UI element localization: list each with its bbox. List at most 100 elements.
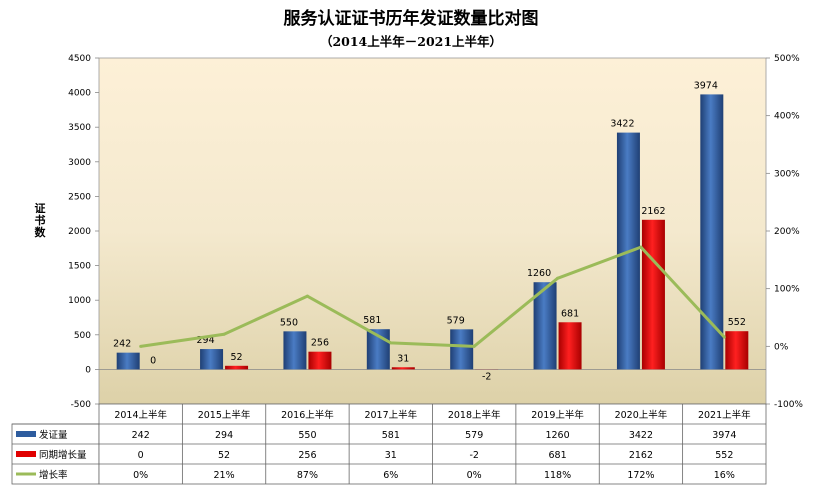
issued-bar bbox=[200, 349, 224, 370]
growth-data-label: 0 bbox=[150, 355, 156, 366]
x-tick-label: 2021上半年 bbox=[698, 409, 751, 421]
y-axis-label-char: 证 bbox=[35, 202, 46, 215]
growth-line-layer bbox=[139, 245, 726, 348]
x-tick-label: 2016上半年 bbox=[281, 409, 334, 421]
y2-tick-label: 100% bbox=[774, 285, 800, 295]
table-cell: 550 bbox=[298, 430, 316, 441]
y-tick-label: 500 bbox=[74, 331, 91, 341]
y-tick-label: 1000 bbox=[68, 296, 91, 306]
issued-bar bbox=[450, 329, 474, 370]
y2-tick-label: 500% bbox=[774, 54, 800, 64]
growth-data-label: 256 bbox=[311, 338, 329, 349]
table-cell: 172% bbox=[627, 470, 654, 481]
table-cell: 552 bbox=[715, 450, 733, 461]
issued-data-label: 3422 bbox=[610, 119, 634, 130]
growth-rate-point bbox=[556, 276, 560, 280]
y2-tick-label: 300% bbox=[774, 169, 800, 179]
growth-rate-point bbox=[305, 294, 309, 298]
growth-data-label: -2 bbox=[482, 372, 491, 383]
issued-data-label: 242 bbox=[113, 339, 131, 350]
y2-tick-label: 400% bbox=[774, 112, 800, 122]
legend-key bbox=[16, 431, 36, 437]
growth-data-label: 31 bbox=[397, 353, 409, 364]
table-cell: 0% bbox=[467, 470, 482, 481]
growth-data-label: 52 bbox=[231, 352, 243, 363]
growth-bar bbox=[641, 219, 665, 370]
issued-data-label: 581 bbox=[363, 315, 381, 326]
y2-axis: -100% 0% 100% 200% 300% 400% 500% bbox=[766, 54, 803, 410]
table-cell: 256 bbox=[298, 450, 316, 461]
y-axis-label-char: 数 bbox=[35, 225, 47, 239]
y-tick-label: 3000 bbox=[68, 158, 91, 168]
y-axis-label-char: 书 bbox=[35, 213, 46, 227]
growth-bar bbox=[725, 331, 749, 370]
legend-key bbox=[16, 451, 36, 457]
y-tick-label: 1500 bbox=[68, 262, 91, 272]
growth-rate-point bbox=[472, 344, 476, 348]
plot-area bbox=[98, 57, 767, 405]
table-cell: 31 bbox=[385, 450, 397, 461]
table-cell: 581 bbox=[382, 430, 400, 441]
growth-rate-point bbox=[222, 332, 226, 336]
table-cell: 52 bbox=[218, 450, 230, 461]
x-tick-label: 2017上半年 bbox=[364, 409, 417, 421]
y2-tick-label: -100% bbox=[774, 400, 803, 410]
table-cell: 118% bbox=[544, 470, 571, 481]
chart-subtitle: （2014上半年－2021上半年） bbox=[320, 34, 502, 49]
y-tick-label: 2500 bbox=[68, 192, 91, 202]
issued-data-label: 550 bbox=[280, 317, 298, 328]
y-axis-label: 证书数 bbox=[35, 202, 47, 239]
table-cell: 6% bbox=[383, 470, 398, 481]
table-cell: 0% bbox=[133, 470, 148, 481]
table-cell: 579 bbox=[465, 430, 483, 441]
growth-data-label: 552 bbox=[728, 317, 746, 328]
table-cell: 16% bbox=[714, 470, 735, 481]
growth-data-label: 2162 bbox=[641, 206, 665, 217]
y-tick-label: -500 bbox=[71, 400, 92, 410]
table-cell: 681 bbox=[548, 450, 566, 461]
x-tick-label: 2014上半年 bbox=[114, 409, 167, 421]
growth-rate-point bbox=[139, 344, 143, 348]
y2-tick-label: 200% bbox=[774, 227, 800, 237]
table-cell: 2162 bbox=[629, 450, 653, 461]
x-tick-label: 2015上半年 bbox=[198, 409, 251, 421]
legend-label: 增长率 bbox=[39, 469, 68, 481]
y-tick-label: 4000 bbox=[68, 89, 91, 99]
issued-bar bbox=[533, 282, 557, 370]
y-tick-label: 3500 bbox=[68, 123, 91, 133]
table-cell: 294 bbox=[215, 430, 233, 441]
growth-rate-line bbox=[140, 245, 726, 348]
issued-data-label: 579 bbox=[447, 315, 465, 326]
y2-tick-label: 0% bbox=[774, 342, 789, 352]
table-cell: 21% bbox=[214, 470, 235, 481]
issued-data-label: 1260 bbox=[527, 268, 551, 279]
growth-bar bbox=[225, 365, 249, 370]
issued-data-label: 3974 bbox=[694, 80, 718, 91]
table-cell: 1260 bbox=[545, 430, 569, 441]
x-tick-label: 2019上半年 bbox=[531, 409, 584, 421]
issued-data-label: 294 bbox=[196, 335, 214, 346]
table-cell: 242 bbox=[132, 430, 150, 441]
y-tick-label: 2000 bbox=[68, 227, 91, 237]
table-cell: 87% bbox=[297, 470, 318, 481]
table-cell: 0 bbox=[138, 450, 144, 461]
data-table: 2014上半年 2015上半年 2016上半年 2017上半年 2018上半年 2019上… bbox=[11, 403, 767, 485]
legend-label: 同期增长量 bbox=[39, 449, 87, 461]
growth-rate-point bbox=[639, 245, 643, 249]
chart-title: 服务认证证书历年发证数量比对图 bbox=[284, 8, 539, 29]
growth-bar bbox=[391, 367, 415, 370]
issued-bar bbox=[283, 331, 307, 370]
growth-bar bbox=[308, 351, 332, 370]
issued-bar bbox=[116, 352, 140, 370]
table-cell: 3422 bbox=[629, 430, 653, 441]
y-tick-label: 0 bbox=[85, 365, 91, 375]
growth-bar bbox=[558, 322, 582, 370]
issued-bar bbox=[700, 94, 724, 370]
legend-label: 发证量 bbox=[39, 429, 68, 441]
growth-data-label: 681 bbox=[561, 308, 579, 319]
table-cell: -2 bbox=[469, 450, 478, 461]
x-tick-label: 2020上半年 bbox=[615, 409, 668, 421]
x-tick-label: 2018上半年 bbox=[448, 409, 501, 421]
table-cell: 3974 bbox=[712, 430, 736, 441]
